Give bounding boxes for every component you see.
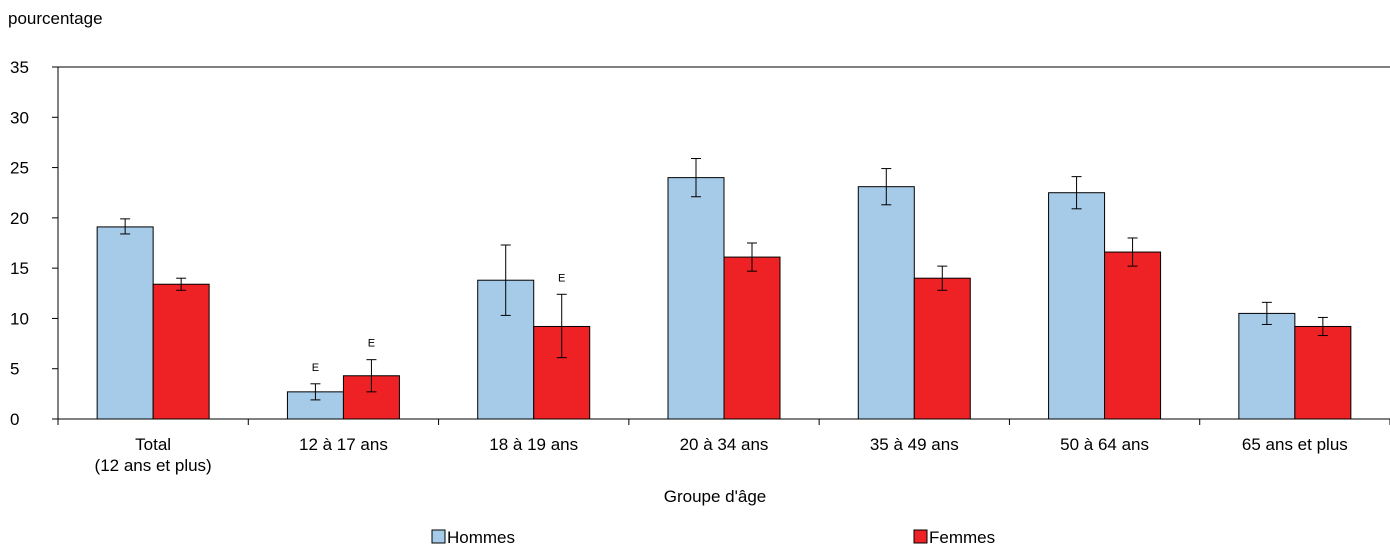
- x-tick-label: 65 ans et plus: [1242, 435, 1348, 454]
- legend: Hommes Femmes: [431, 528, 995, 545]
- quality-flag-e: E: [558, 272, 565, 284]
- legend-label-hommes: Hommes: [447, 528, 515, 545]
- y-tick-label: 25: [10, 159, 29, 178]
- x-tick-label: Total: [135, 435, 171, 454]
- legend-label-femmes: Femmes: [929, 528, 995, 545]
- y-tick-label: 5: [10, 360, 19, 379]
- axes: [57, 66, 1390, 425]
- y-tick-label: 35: [10, 58, 29, 77]
- bar-hommes-4: [857, 186, 915, 420]
- x-tick-label: 20 à 34 ans: [680, 435, 769, 454]
- bar-hommes-5: [1048, 192, 1106, 420]
- legend-swatch-femmes: [913, 529, 928, 544]
- y-tick-label: 30: [10, 108, 29, 127]
- quality-flag-e: E: [312, 362, 319, 374]
- bar-femmes-0: [152, 283, 210, 420]
- bar-femmes-2: [533, 325, 591, 420]
- bar-femmes-3: [723, 256, 781, 420]
- x-tick-label: 50 à 64 ans: [1060, 435, 1149, 454]
- bar-hommes-6: [1238, 312, 1296, 420]
- legend-swatch-hommes: [431, 529, 446, 544]
- x-tick-label: (12 ans et plus): [95, 456, 212, 475]
- quality-flags: E E E: [312, 272, 566, 374]
- quality-flag-e: E: [368, 338, 375, 350]
- bars: [96, 177, 1352, 420]
- x-tick-label: 35 à 49 ans: [870, 435, 959, 454]
- bar-femmes-5: [1104, 251, 1162, 420]
- bar-femmes-6: [1294, 325, 1352, 420]
- x-axis: Total (12 ans et plus) 12 à 17 ans 18 à 19 …: [95, 435, 1348, 475]
- bar-femmes-4: [913, 277, 971, 420]
- bar-hommes-0: [96, 226, 154, 420]
- x-axis-title: Groupe d'âge: [664, 487, 767, 506]
- y-axis: 0 5 10 15 20 25 30 35: [10, 58, 58, 429]
- y-tick-label: 15: [10, 259, 29, 278]
- y-tick-label: 10: [10, 309, 29, 328]
- x-tick-label: 12 à 17 ans: [299, 435, 388, 454]
- bar-hommes-3: [667, 177, 725, 420]
- x-tick-label: 18 à 19 ans: [489, 435, 578, 454]
- error-bars: [120, 158, 1328, 401]
- y-tick-label: 0: [10, 410, 19, 429]
- y-axis-title: pourcentage: [8, 9, 103, 28]
- y-tick-label: 20: [10, 209, 29, 228]
